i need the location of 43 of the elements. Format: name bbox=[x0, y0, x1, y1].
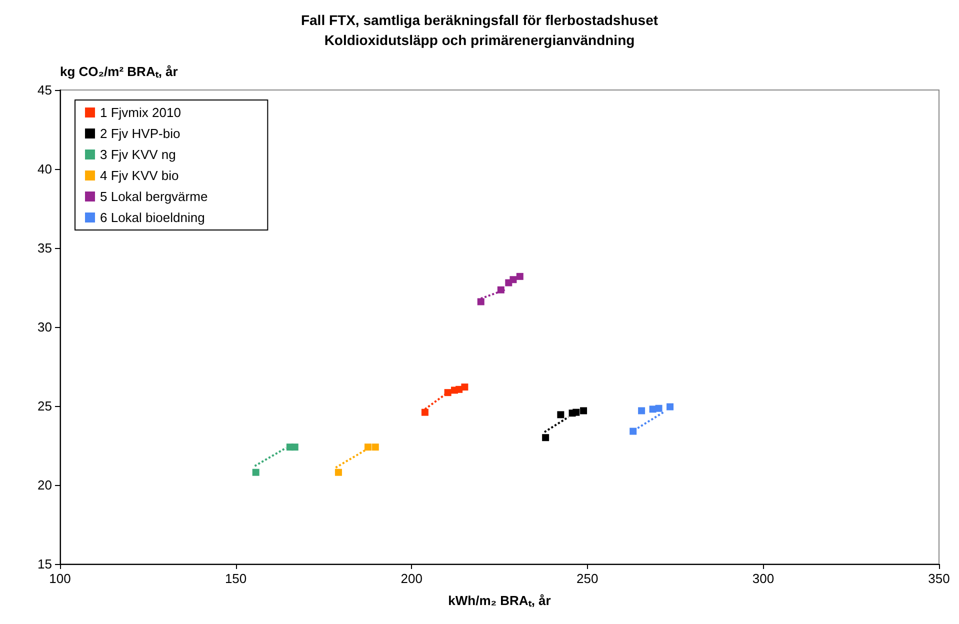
point bbox=[334, 468, 342, 476]
point bbox=[421, 408, 428, 416]
y-axis-title: kg CO₂/m² BRAₜ, år bbox=[60, 64, 178, 79]
y-tick-label: 15 bbox=[38, 556, 52, 572]
point bbox=[444, 389, 452, 396]
y-tick-label: 45 bbox=[38, 82, 52, 98]
legend-label: 2 Fjv HVP-bio bbox=[100, 126, 180, 141]
y-tick-label: 20 bbox=[38, 478, 52, 492]
point bbox=[516, 272, 524, 280]
point bbox=[364, 444, 372, 451]
chart-subtitle: Koldioxidutsläpp och primärenergianvändning bbox=[324, 32, 635, 48]
point bbox=[666, 403, 674, 410]
legend-label: 4 Fjv KVV bio bbox=[100, 168, 179, 183]
x-tick-label: 200 bbox=[400, 571, 422, 586]
point bbox=[291, 444, 298, 451]
point bbox=[477, 298, 484, 306]
point bbox=[638, 407, 646, 414]
x-tick-label: 100 bbox=[49, 571, 71, 586]
chart-title: Fall FTX, samtliga beräkningsfall för flerbostadshuset bbox=[300, 12, 658, 28]
point bbox=[655, 404, 662, 412]
point bbox=[630, 428, 637, 435]
legend-label: 3 Fjv KVV ng bbox=[100, 147, 176, 162]
point bbox=[557, 411, 564, 418]
point bbox=[572, 408, 580, 416]
legend-label: 1 Fjvmix 2010 bbox=[100, 105, 181, 120]
y-tick-label: 25 bbox=[38, 398, 52, 414]
y-tick-label: 30 bbox=[38, 320, 52, 334]
x-tick-label: 150 bbox=[224, 571, 247, 586]
legend-label: 5 Lokal bergvärme bbox=[100, 189, 208, 204]
point bbox=[542, 434, 550, 442]
y-tick-label: 35 bbox=[38, 240, 52, 256]
point bbox=[497, 286, 504, 294]
point bbox=[461, 384, 468, 391]
point bbox=[510, 276, 517, 284]
x-tick-label: 300 bbox=[752, 571, 774, 586]
point bbox=[580, 407, 588, 414]
legend-label: 6 Lokal bioeldning bbox=[100, 210, 205, 225]
point bbox=[372, 444, 379, 451]
x-axis-title: kWh/m₂ BRAₜ, år bbox=[448, 593, 551, 608]
point bbox=[252, 468, 260, 476]
y-tick-label: 40 bbox=[38, 162, 52, 176]
x-tick-label: 250 bbox=[576, 571, 598, 586]
x-tick-label: 350 bbox=[928, 571, 950, 586]
